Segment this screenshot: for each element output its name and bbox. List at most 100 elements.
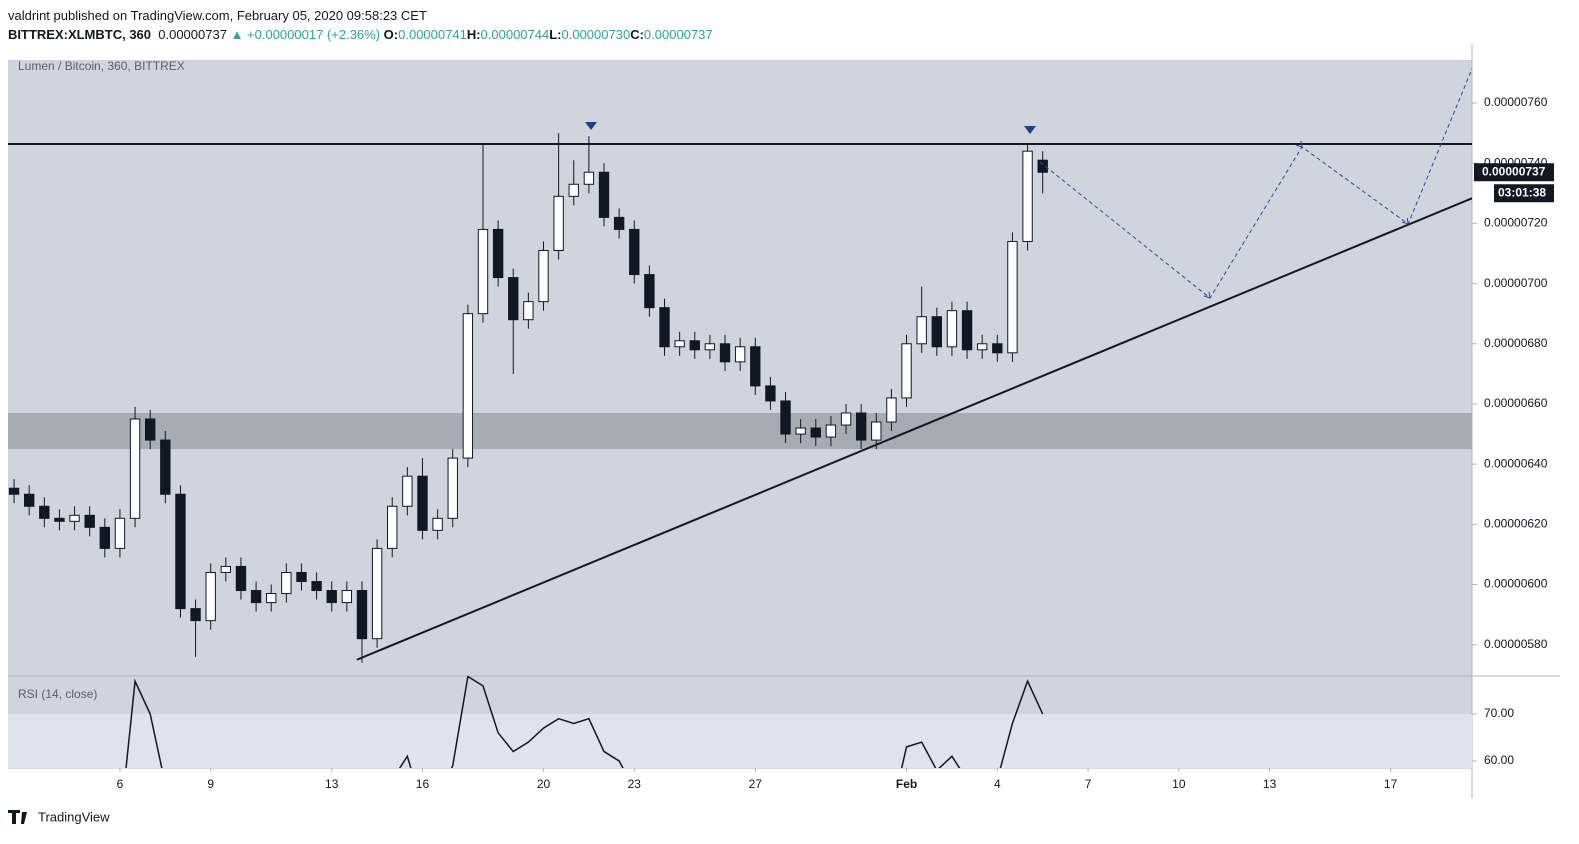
countdown-box: [1494, 184, 1554, 203]
candle-body: [477, 228, 489, 315]
candle-body: [961, 310, 973, 351]
candle-body: [901, 343, 912, 399]
x-tick-label: 13: [325, 777, 339, 791]
x-tick-label: 27: [749, 777, 763, 791]
candle-body: [492, 228, 504, 279]
ohlc-label: H:: [466, 27, 481, 42]
y-tick-label: 0.00000660: [1484, 396, 1548, 410]
top-marker: [585, 122, 597, 130]
projection-arrow: [1295, 140, 1303, 148]
ohlc-label: O:: [383, 27, 399, 42]
candle-body: [432, 517, 443, 531]
quote-line: BITTREX:XLMBTC, 360 0.00000737 ▲ +0.0000…: [8, 25, 713, 44]
candle-body: [205, 571, 216, 622]
ohlc-label: C:: [630, 27, 644, 42]
candle-body: [629, 228, 640, 276]
ohlc-label: L:: [549, 27, 562, 42]
projection-arrow: [1402, 217, 1409, 225]
candle-body: [250, 590, 262, 604]
chart-title: Lumen / Bitcoin, 360, BITTREX: [18, 59, 185, 73]
ohlc-value: 0.00000744: [480, 27, 550, 42]
candle-body: [462, 313, 474, 459]
y-tick-label: 0.00000620: [1484, 517, 1548, 531]
candle-body: [840, 412, 852, 426]
candle-body: [992, 343, 1003, 354]
candle-body: [54, 517, 65, 522]
candle-body: [69, 514, 80, 522]
last: 0.00000737: [158, 27, 227, 42]
candle-body: [341, 590, 353, 604]
y-tick-label: 0.00000760: [1484, 95, 1548, 109]
symbol: BITTREX:XLMBTC, 360: [8, 27, 152, 42]
candle-body: [855, 412, 867, 441]
y-tick-label: 0.00000700: [1484, 276, 1548, 290]
candle-body: [190, 608, 201, 622]
candle-body: [23, 493, 35, 507]
candle-body: [99, 526, 111, 549]
candle-body: [311, 581, 322, 592]
y-tick-label: 70.00: [1484, 706, 1514, 720]
candle-body: [750, 346, 761, 387]
y-tick-label: 0.00000640: [1484, 456, 1548, 470]
candle-body: [220, 565, 232, 573]
candle-body: [84, 514, 95, 528]
candle-body: [417, 475, 428, 531]
ohlc-value: 0.00000737: [643, 27, 713, 42]
price-label: 0.00000737: [1482, 164, 1546, 178]
candle-body: [266, 593, 277, 604]
candle-body: [825, 424, 837, 438]
candle-body: [296, 571, 307, 583]
candle-body: [553, 195, 564, 251]
x-tick-label: 20: [537, 777, 551, 791]
candle-body: [871, 421, 882, 441]
y-tick-label: 0.00000580: [1484, 637, 1548, 651]
candle-body: [568, 183, 579, 197]
candle-body: [281, 571, 292, 595]
candle-body: [734, 346, 746, 363]
candle-body: [931, 316, 942, 348]
x-tick-label: 4: [994, 777, 1001, 791]
y-tick-label: 0.00000600: [1484, 577, 1548, 591]
candle-body: [447, 457, 458, 519]
candle-body: [235, 565, 247, 592]
ohlc-value: 0.00000730: [561, 27, 631, 42]
ohlc: O:0.00000741H:0.00000744L:0.00000730C:0.…: [384, 27, 713, 42]
x-tick-label: 7: [1085, 777, 1092, 791]
header: valdrint published on TradingView.com, F…: [8, 6, 713, 44]
candle-body: [538, 249, 549, 303]
rsi-title: RSI (14, close): [18, 687, 97, 701]
candle-body: [976, 343, 988, 351]
candle-body: [780, 400, 791, 435]
candle-body: [1007, 240, 1018, 354]
footer: [0, 800, 1579, 844]
published-line: valdrint published on TradingView.com, F…: [8, 8, 427, 23]
candle-body: [129, 418, 141, 519]
y-tick-label: 0.00000720: [1484, 216, 1548, 230]
candle-body: [704, 343, 716, 351]
projection-arrow: [1203, 291, 1211, 299]
brand: TradingView: [38, 809, 110, 824]
candle-body: [719, 343, 731, 363]
x-tick-label: 17: [1384, 777, 1398, 791]
y-tick-label: 0.00000680: [1484, 336, 1548, 350]
candle-body: [326, 590, 337, 604]
candle-body: [795, 427, 806, 435]
candle-body: [598, 171, 610, 218]
candle-body: [114, 517, 126, 549]
y-tick-label: 60.00: [1484, 753, 1514, 767]
candle-body: [1037, 159, 1048, 173]
candle-body: [402, 475, 413, 507]
change: ▲ +0.00000017 (+2.36%): [230, 27, 381, 42]
candle-body: [8, 487, 20, 495]
top-marker: [1024, 126, 1036, 134]
candle-body: [583, 171, 595, 185]
candle-body: [508, 277, 519, 321]
candle-body: [356, 590, 368, 640]
candle-body: [613, 216, 625, 230]
candle-body: [644, 274, 655, 309]
x-tick-label: 16: [416, 777, 430, 791]
ohlc-value: 0.00000741: [398, 27, 467, 42]
candle-body: [916, 316, 927, 345]
candle-body: [523, 301, 534, 321]
